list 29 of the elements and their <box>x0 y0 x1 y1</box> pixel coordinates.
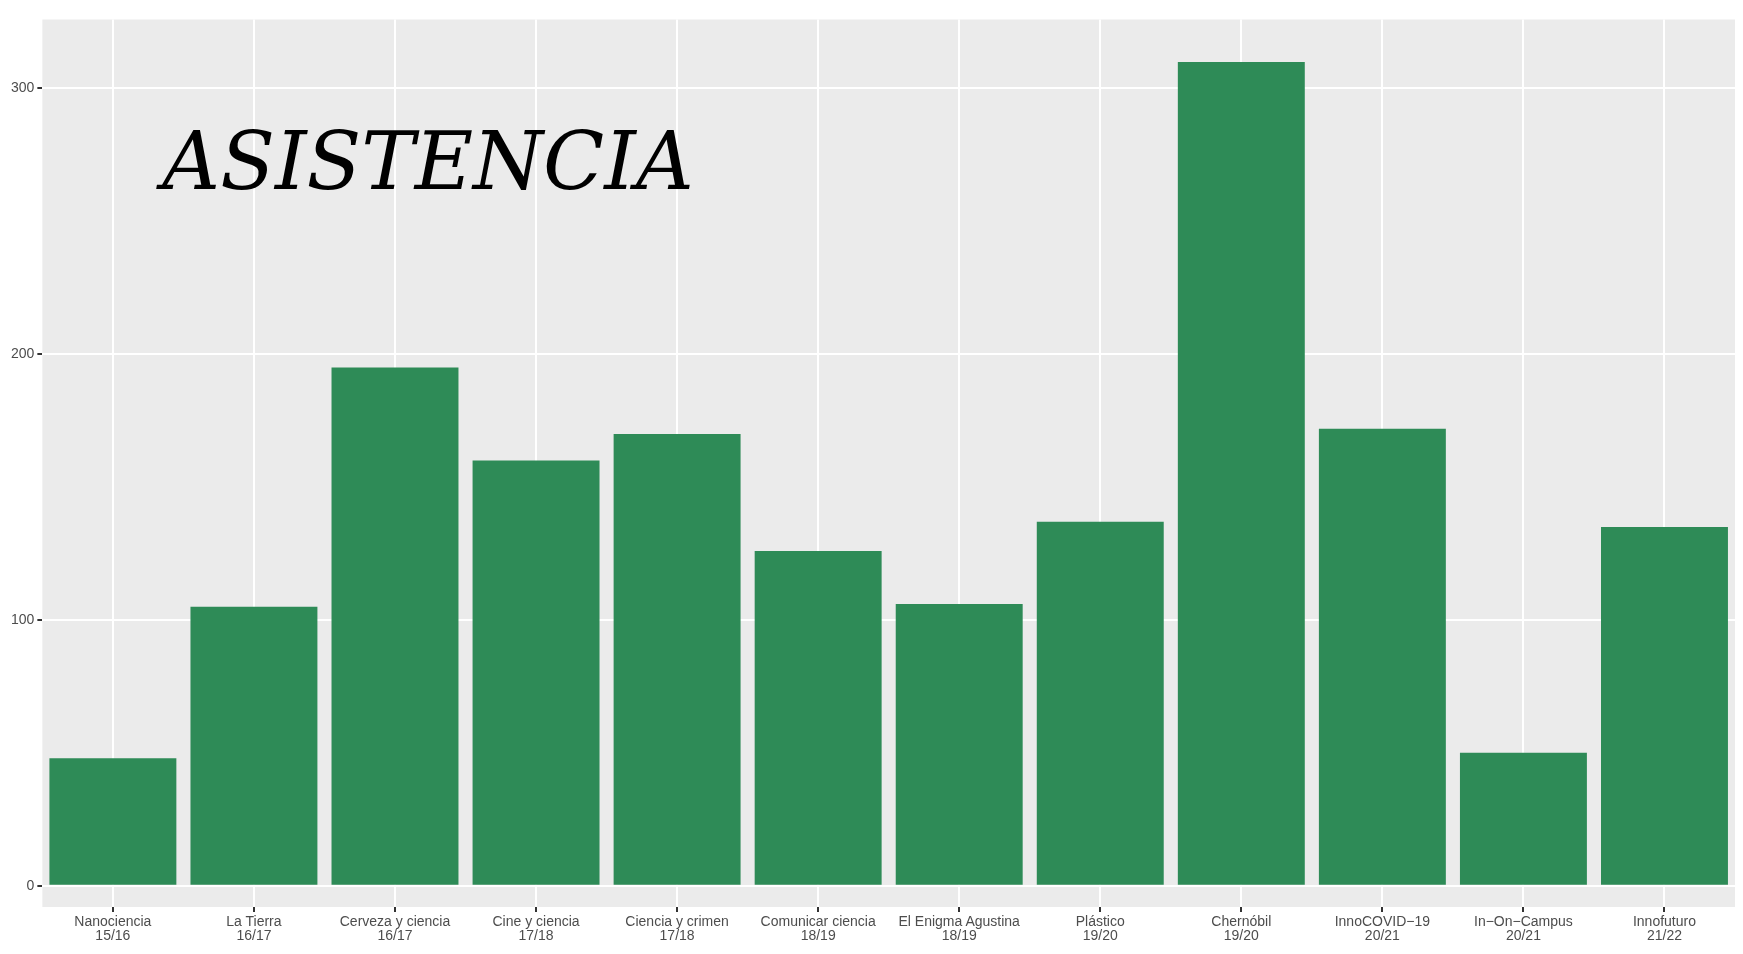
y-tick-label: 100 <box>11 610 35 627</box>
bar <box>331 367 459 885</box>
x-tick-label: Cine y ciencia 17/18 <box>492 912 580 943</box>
bar <box>613 433 741 885</box>
x-tick-label: Innofuturo 21/22 <box>1632 912 1697 943</box>
y-tick-label: 0 <box>26 876 35 893</box>
bar <box>1318 428 1446 885</box>
bar <box>1601 526 1728 885</box>
y-tick-label: 200 <box>11 345 35 362</box>
x-tick-label: El Enigma Agustina 18/19 <box>898 912 1021 943</box>
x-tick-label: Nanociencia 15/16 <box>74 912 152 943</box>
bar <box>49 758 177 885</box>
text: ASISTENCIA <box>155 115 694 208</box>
x-tick-label: Plástico 19/20 <box>1075 912 1125 943</box>
bar <box>1036 521 1164 885</box>
bar <box>754 550 882 885</box>
bar <box>1177 61 1305 885</box>
y-tick-label: 300 <box>11 79 35 96</box>
x-tick-label: InnoCOVID−19 20/21 <box>1334 912 1431 943</box>
bar <box>895 604 1023 885</box>
x-tick-label: Cerveza y ciencia 16/17 <box>339 912 451 943</box>
x-tick-label: In−On−Campus 20/21 <box>1474 912 1573 943</box>
bar <box>1459 752 1587 885</box>
x-tick-label: Ciencia y crimen 17/18 <box>625 912 729 943</box>
x-tick-label: Comunicar ciencia 18/19 <box>760 912 876 943</box>
x-tick-label: Chernóbil 19/20 <box>1211 912 1272 943</box>
x-tick-label: La Tierra 16/17 <box>226 912 282 943</box>
bar <box>190 606 318 885</box>
bar <box>472 460 600 885</box>
